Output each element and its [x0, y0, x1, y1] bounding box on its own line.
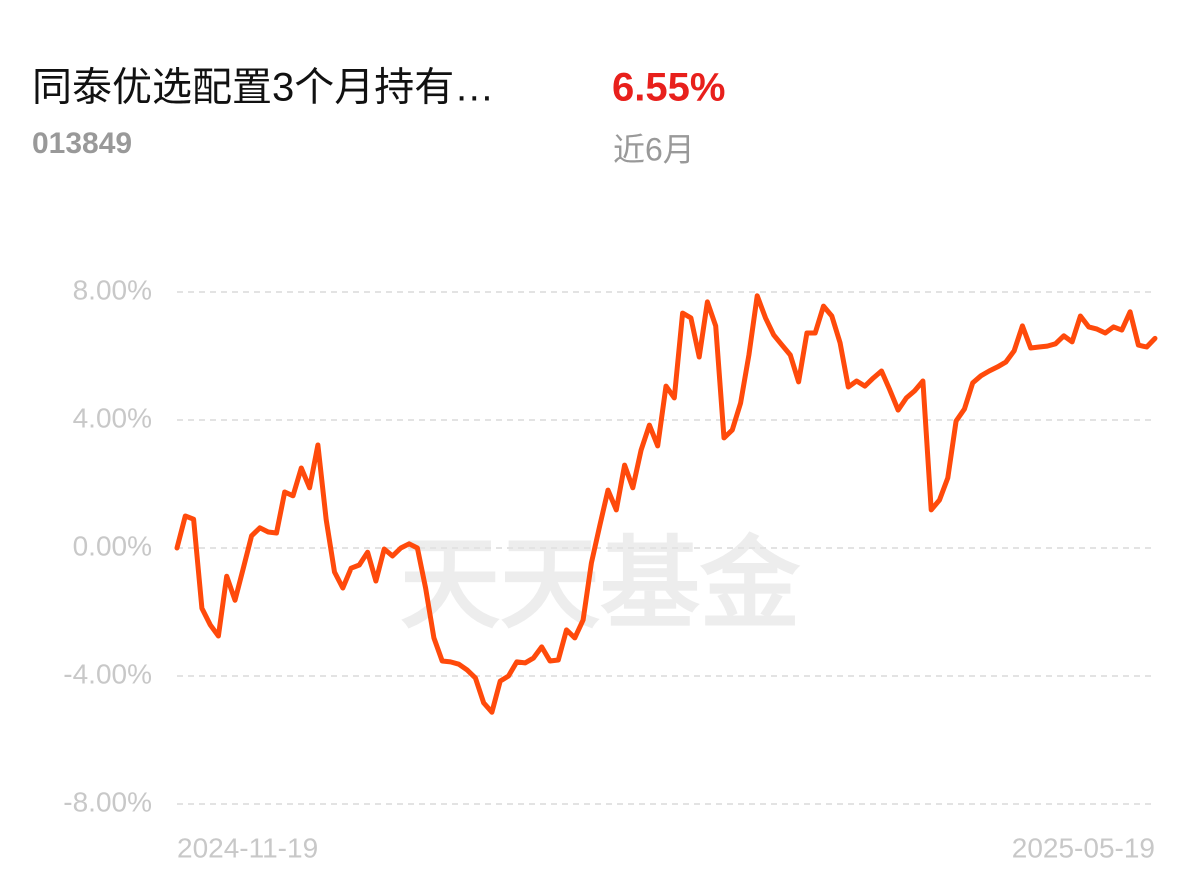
fund-code: 013849 [32, 127, 132, 160]
fund-return: 6.55% [612, 66, 725, 110]
nav-line [174, 293, 1158, 715]
y-tick-label: -8.00% [63, 786, 152, 817]
y-tick-label: 4.00% [73, 402, 152, 433]
y-tick-label: 8.00% [73, 274, 152, 305]
y-tick-label: 0.00% [73, 530, 152, 561]
return-period: 近6月 [613, 131, 695, 167]
x-tick-label: 2025-05-19 [1012, 832, 1155, 863]
y-tick-label: -4.00% [63, 658, 152, 689]
x-tick-label: 2024-11-19 [177, 832, 318, 863]
fund-title: 同泰优选配置3个月持有… [32, 66, 494, 110]
watermark: 天天基金 [400, 528, 801, 640]
